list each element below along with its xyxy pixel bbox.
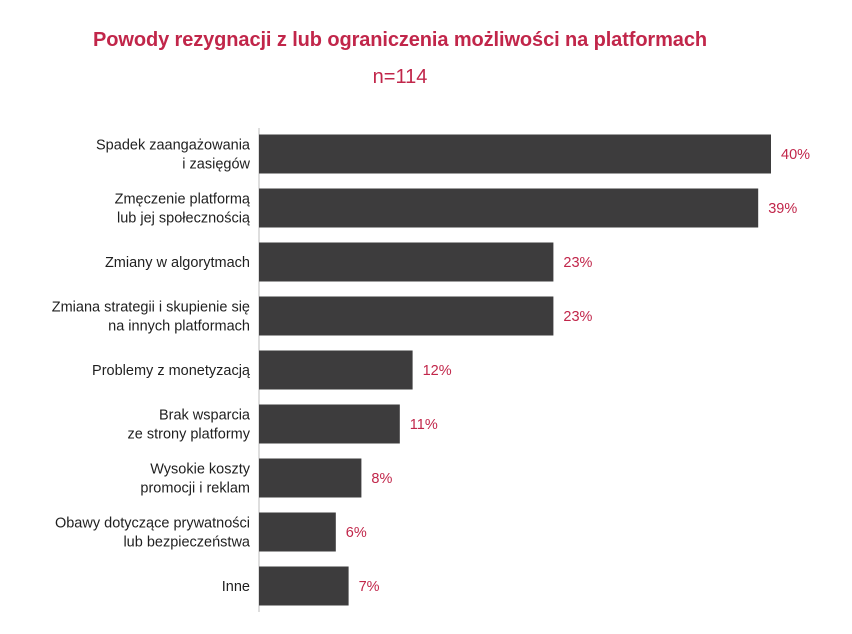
chart-subtitle: n=114 [372, 66, 428, 88]
category-label: i zasięgów [182, 157, 250, 173]
value-label: 11% [410, 417, 438, 433]
bar [259, 404, 400, 444]
bars-layer: 40% Spadek zaangażowania i zasięgów 39% Zmęc… [52, 134, 810, 606]
value-label: 12% [423, 363, 452, 379]
bar [259, 188, 759, 228]
category-label: Wysokie koszty [150, 462, 251, 478]
bar [259, 566, 349, 606]
category-label: Zmęczenie platformą [115, 192, 251, 208]
category-label: promocji i reklam [140, 481, 250, 497]
category-label: Inne [222, 579, 250, 595]
category-label: ze strony platformy [128, 427, 251, 443]
category-label: Obawy dotyczące prywatności [55, 516, 250, 532]
category-label: Problemy z monetyzacją [92, 363, 251, 379]
category-label: Spadek zaangażowania [96, 138, 251, 154]
bar [259, 296, 554, 336]
bar [259, 350, 413, 390]
category-label: Brak wsparcia [159, 408, 251, 424]
category-label: lub jej społecznością [117, 211, 251, 227]
category-label: Zmiana strategii i skupienie się [52, 300, 250, 316]
chart-title: Powody rezygnacji z lub ograniczenia moż… [93, 29, 707, 51]
value-label: 23% [563, 255, 592, 271]
value-label: 39% [768, 201, 797, 217]
category-label: Zmiany w algorytmach [105, 255, 250, 271]
category-label: lub bezpieczeństwa [123, 535, 250, 551]
bar [259, 134, 771, 174]
bar [259, 458, 362, 498]
value-label: 7% [359, 579, 380, 595]
value-label: 23% [563, 309, 592, 325]
value-label: 6% [346, 525, 367, 541]
value-label: 40% [781, 147, 810, 163]
value-label: 8% [371, 471, 392, 487]
category-label: na innych platformach [108, 319, 250, 335]
bar [259, 512, 336, 552]
bar [259, 242, 554, 282]
